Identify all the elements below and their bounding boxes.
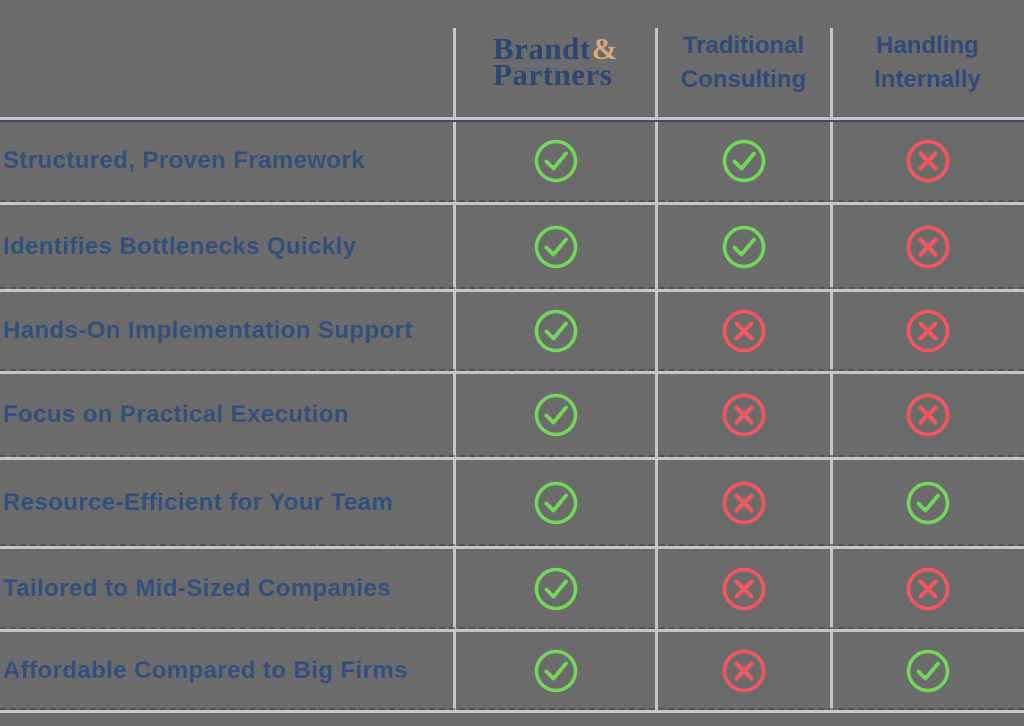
value-cell-handling-internally	[831, 118, 1024, 203]
x-in-circle-icon	[906, 225, 949, 268]
header-divider	[0, 117, 1024, 121]
value-cell-handling-internally	[831, 372, 1024, 458]
x-in-circle-icon	[722, 567, 765, 610]
brand-logo-line2: Partners	[493, 59, 618, 90]
x-in-circle-icon	[906, 139, 949, 182]
feature-label-text: Tailored to Mid-Sized Companies	[3, 574, 391, 602]
value-cell-traditional-consulting	[656, 372, 831, 458]
x-in-circle-icon	[722, 393, 765, 437]
value-cell-traditional-consulting	[656, 630, 831, 711]
x-in-circle-icon	[906, 309, 949, 353]
value-cell-brandt-partners	[455, 290, 656, 372]
x-in-circle-icon	[722, 309, 765, 353]
brand-logo: Brandt& Partners	[493, 33, 618, 90]
comparison-table: Brandt& Partners Traditional Consulting …	[0, 0, 1024, 711]
check-in-circle-icon	[534, 567, 577, 610]
check-in-circle-icon	[722, 139, 765, 182]
feature-row-label: Affordable Compared to Big Firms	[0, 630, 455, 711]
check-in-circle-icon	[534, 309, 577, 353]
row-divider	[0, 455, 1024, 460]
column-header-traditional-consulting: Traditional Consulting	[680, 32, 807, 93]
column-header-brandt-partners: Brandt& Partners	[455, 0, 656, 118]
row-divider	[0, 287, 1024, 292]
check-in-circle-icon	[534, 481, 577, 524]
check-in-circle-icon	[534, 649, 577, 692]
x-in-circle-icon	[906, 567, 949, 610]
value-cell-brandt-partners	[455, 630, 656, 711]
brand-name-part: Partners	[492, 57, 613, 92]
check-in-circle-icon	[534, 225, 577, 268]
value-cell-traditional-consulting	[656, 458, 831, 547]
value-cell-handling-internally	[831, 290, 1024, 372]
row-divider	[0, 369, 1024, 374]
check-in-circle-icon	[722, 225, 765, 268]
column-header-handling-internally: Handling Internally	[874, 32, 981, 93]
value-cell-handling-internally	[831, 630, 1024, 711]
x-in-circle-icon	[906, 393, 949, 437]
value-cell-brandt-partners	[455, 458, 656, 547]
feature-label-text: Hands-On Implementation Support	[3, 317, 413, 344]
value-cell-brandt-partners	[455, 372, 656, 458]
feature-row-label: Identifies Bottlenecks Quickly	[0, 203, 455, 290]
value-cell-brandt-partners	[455, 547, 656, 630]
value-cell-traditional-consulting	[656, 547, 831, 630]
brand-ampersand: &	[591, 31, 619, 66]
feature-label-text: Structured, Proven Framework	[3, 146, 365, 174]
row-divider	[0, 627, 1024, 632]
row-divider	[0, 200, 1024, 205]
x-in-circle-icon	[722, 649, 765, 692]
table-bottom-border	[0, 708, 1024, 713]
check-in-circle-icon	[534, 139, 577, 182]
brand-logo-line1: Brandt&	[493, 33, 618, 64]
value-cell-handling-internally	[831, 547, 1024, 630]
feature-row-label: Hands-On Implementation Support	[0, 290, 455, 372]
feature-label-text: Resource-Efficient for Your Team	[3, 488, 394, 516]
check-in-circle-icon	[534, 393, 577, 437]
feature-row-label: Resource-Efficient for Your Team	[0, 458, 455, 547]
check-in-circle-icon	[906, 481, 949, 524]
feature-label-text: Focus on Practical Execution	[3, 401, 349, 428]
brand-name-part: Brandt	[492, 31, 591, 66]
feature-label-text: Identifies Bottlenecks Quickly	[3, 232, 357, 260]
value-cell-handling-internally	[831, 203, 1024, 290]
row-divider	[0, 544, 1024, 549]
feature-row-label: Tailored to Mid-Sized Companies	[0, 547, 455, 630]
header-spacer	[0, 0, 455, 118]
value-cell-brandt-partners	[455, 118, 656, 203]
value-cell-traditional-consulting	[656, 203, 831, 290]
value-cell-brandt-partners	[455, 203, 656, 290]
value-cell-handling-internally	[831, 458, 1024, 547]
feature-label-text: Affordable Compared to Big Firms	[3, 656, 408, 684]
feature-row-label: Focus on Practical Execution	[0, 372, 455, 458]
x-in-circle-icon	[722, 481, 765, 524]
value-cell-traditional-consulting	[656, 118, 831, 203]
value-cell-traditional-consulting	[656, 290, 831, 372]
feature-row-label: Structured, Proven Framework	[0, 118, 455, 203]
check-in-circle-icon	[906, 649, 949, 692]
